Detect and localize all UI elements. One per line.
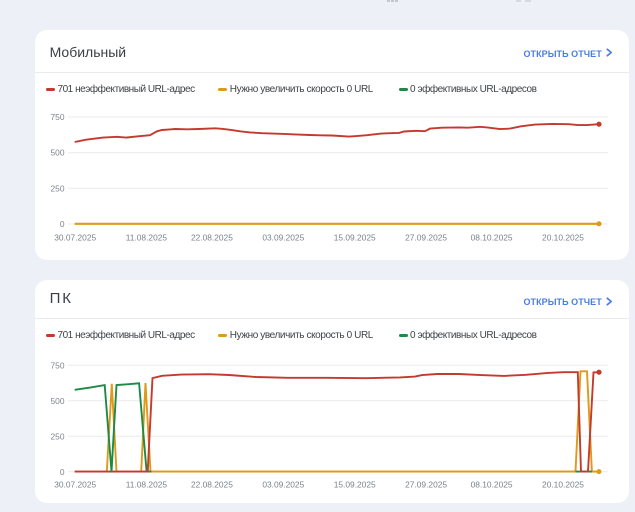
svg-text:03.09.2025: 03.09.2025 [262,233,304,243]
svg-text:750: 750 [51,360,65,370]
svg-text:0: 0 [60,219,65,229]
svg-text:22.08.2025: 22.08.2025 [191,480,233,490]
svg-text:0: 0 [60,467,65,477]
svg-text:20.10.2025: 20.10.2025 [542,233,584,243]
svg-text:27.09.2025: 27.09.2025 [405,233,447,243]
svg-text:08.10.2025: 08.10.2025 [471,233,513,243]
svg-text:250: 250 [51,183,65,193]
svg-text:08.10.2025: 08.10.2025 [471,480,513,490]
svg-text:11.08.2025: 11.08.2025 [126,480,168,490]
svg-text:30.07.2025: 30.07.2025 [54,233,96,243]
svg-text:03.09.2025: 03.09.2025 [262,480,304,490]
svg-text:500: 500 [51,148,65,158]
svg-text:20.10.2025: 20.10.2025 [542,480,584,490]
svg-text:750: 750 [51,112,65,122]
svg-text:15.09.2025: 15.09.2025 [334,233,376,243]
svg-text:500: 500 [51,396,65,406]
svg-text:11.08.2025: 11.08.2025 [126,233,168,243]
svg-text:30.07.2025: 30.07.2025 [54,480,96,490]
svg-text:250: 250 [51,431,65,441]
svg-text:27.09.2025: 27.09.2025 [405,480,447,490]
svg-text:15.09.2025: 15.09.2025 [334,480,376,490]
svg-text:22.08.2025: 22.08.2025 [191,233,233,243]
